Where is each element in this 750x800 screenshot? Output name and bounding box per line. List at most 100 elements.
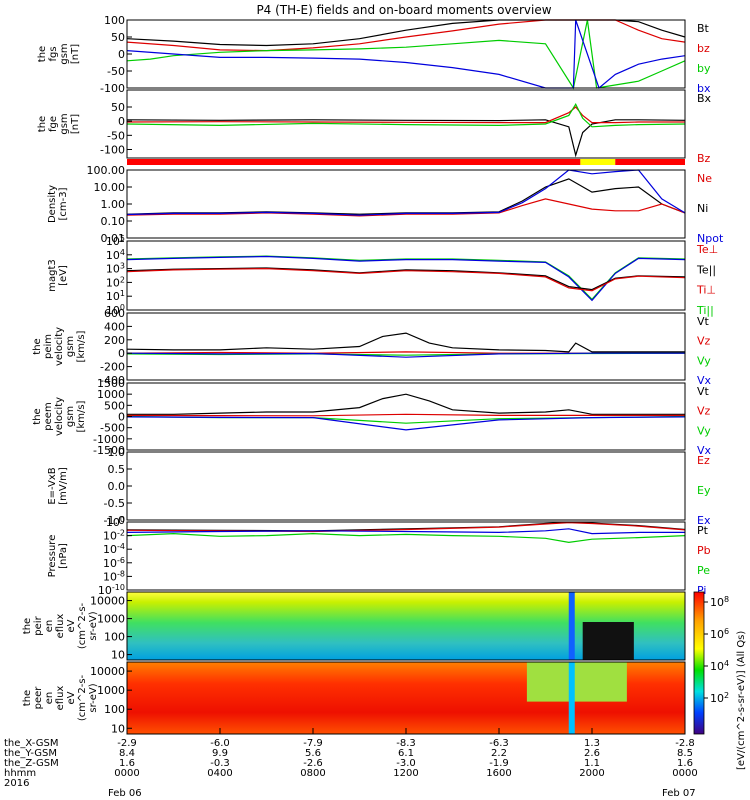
- y-axis-label: gsm: [59, 43, 70, 64]
- ephemeris-label: the_Z-GSM: [4, 758, 59, 769]
- legend-item: Bt: [697, 22, 710, 35]
- y-tick-label: 0: [118, 347, 125, 360]
- panel-7: 1.0 0.5 0.0 -0.5 -1.0 E=-VxB [mV/m] Ez Ey Ex: [47, 446, 711, 527]
- series-Npot: [126, 169, 686, 216]
- ephemeris-value: -2.6: [303, 758, 323, 769]
- legend-item: Ne: [697, 172, 712, 185]
- y-axis-label: magt3: [47, 259, 58, 292]
- y-tick-label: 200: [104, 334, 125, 347]
- y-tick-label: 0: [118, 411, 125, 424]
- y-tick-label: 400: [104, 320, 125, 333]
- date-left: Feb 06: [108, 788, 142, 799]
- y-tick-label: 10-8: [103, 569, 125, 584]
- y-axis-label: en: [44, 620, 55, 633]
- ephemeris-value: 1.6: [677, 758, 693, 769]
- y-axis-label: en: [44, 692, 55, 705]
- series-bz: [126, 19, 686, 52]
- colorbar-scale: [693, 591, 705, 735]
- ephemeris-value: 0400: [207, 768, 232, 779]
- y-tick-label: 100: [104, 14, 125, 27]
- y-tick-label: 100: [104, 631, 125, 644]
- panel-frame: [126, 312, 686, 381]
- y-tick-label: 10-2: [103, 528, 125, 543]
- y-axis-label: sr-eV): [88, 683, 99, 712]
- y-tick-label: 104: [106, 247, 125, 262]
- colorbar-tick-label: 104: [710, 659, 729, 674]
- panel-frame: [126, 169, 686, 239]
- y-axis-label: [nT]: [70, 114, 81, 134]
- panel-frame: [126, 382, 686, 451]
- y-tick-label: 10-4: [103, 542, 125, 557]
- series-Ti||: [126, 255, 686, 301]
- y-tick-label: 1.0: [108, 446, 126, 459]
- series-red: [126, 106, 685, 124]
- y-tick-label: 10-6: [103, 555, 125, 570]
- y-tick-label: 100: [104, 703, 125, 716]
- y-axis-label: gsm: [65, 406, 76, 427]
- series-Vx: [126, 352, 685, 358]
- ephemeris-value: 0800: [300, 768, 325, 779]
- y-axis-label: sr-eV): [88, 611, 99, 640]
- panel-frame: [126, 521, 686, 591]
- ephemeris-value: 1.3: [584, 738, 600, 749]
- series-Ni: [126, 178, 686, 215]
- y-tick-label: 1500: [97, 377, 125, 390]
- colorbar: 108 106 104 102 [eV/(cm^2-s-sr-eV)] (All Qs…: [693, 591, 747, 770]
- y-axis-label: peem: [43, 402, 54, 430]
- y-tick-label: -0.5: [104, 497, 125, 510]
- spectrogram-feature: [568, 662, 575, 734]
- ephemeris-label: hhmm: [4, 768, 36, 779]
- legend-item: Vx: [697, 444, 712, 457]
- status-bar-yellow: [580, 159, 616, 165]
- legend-item: Vy: [697, 424, 711, 437]
- y-tick-label: -100: [100, 82, 125, 95]
- y-axis-label: eflux: [55, 686, 66, 711]
- y-tick-label: 0.5: [108, 463, 126, 476]
- y-tick-label: 10: [111, 649, 125, 662]
- colorbar-tick-label: 108: [710, 595, 729, 610]
- y-axis-label: E=-VxB: [47, 467, 58, 504]
- y-tick-label: 101: [106, 289, 125, 304]
- y-axis-label: peim: [43, 334, 54, 359]
- panel-frame: [126, 451, 686, 521]
- y-tick-label: 10: [111, 722, 125, 735]
- legend-item: Pi: [697, 584, 706, 597]
- y-tick-label: -100: [100, 144, 125, 157]
- ephemeris-value: 6.1: [398, 748, 414, 759]
- legend-item: Vt: [697, 315, 710, 328]
- y-tick-label: -500: [100, 422, 125, 435]
- y-axis-label: [eV]: [58, 265, 69, 286]
- ephemeris-value: -7.9: [303, 738, 323, 749]
- y-axis-label: the: [32, 338, 43, 354]
- ephemeris-value: 1600: [486, 768, 511, 779]
- series-Pi: [126, 528, 685, 535]
- ephemeris-label: 2016: [4, 778, 29, 789]
- y-tick-label: 0: [118, 115, 125, 128]
- legend-item: by: [697, 62, 711, 75]
- series-Pe: [126, 532, 686, 544]
- legend-item: Ni: [697, 202, 708, 215]
- y-tick-label: 0.10: [101, 215, 126, 228]
- y-tick-label: 1000: [97, 613, 125, 626]
- ephemeris-label: the_Y-GSM: [4, 748, 57, 759]
- ephemeris-value: 8.5: [677, 748, 693, 759]
- legend-item: Ex: [697, 514, 711, 527]
- y-axis-label: gsm: [65, 336, 76, 357]
- ephemeris-value: -2.9: [117, 738, 137, 749]
- y-tick-label: 50: [111, 101, 125, 114]
- y-tick-label: 50: [111, 31, 125, 44]
- y-tick-label: 0.0: [108, 480, 126, 493]
- y-tick-label: 1000: [97, 684, 125, 697]
- y-axis-label: the: [37, 116, 48, 132]
- y-axis-label: fge: [48, 116, 59, 132]
- legend-item: Ey: [697, 484, 711, 497]
- series-Te⊥: [126, 267, 686, 292]
- y-axis-label: [km/s]: [76, 400, 87, 432]
- series-bx: [126, 19, 686, 90]
- legend-item: Ti⊥: [696, 284, 716, 297]
- panel-2: 500-50 -100 the fge gsm [nT] Bx Bz: [37, 89, 712, 165]
- ephemeris-value: 0000: [672, 768, 697, 779]
